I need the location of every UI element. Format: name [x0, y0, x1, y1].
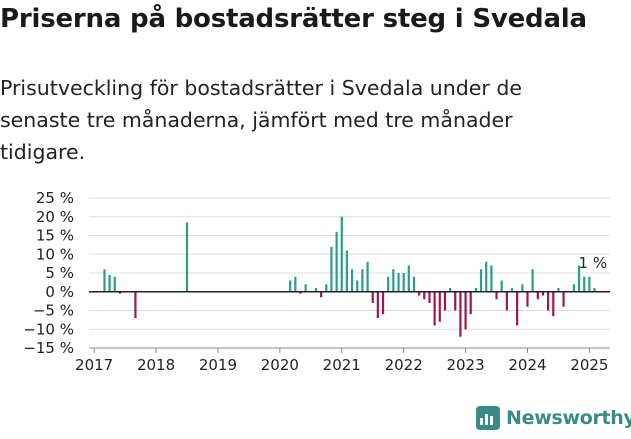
- bar: [341, 217, 343, 292]
- bar: [114, 277, 116, 292]
- bar: [583, 277, 585, 292]
- bar: [382, 292, 384, 315]
- bar: [397, 273, 399, 292]
- bar: [325, 284, 327, 292]
- bar: [485, 262, 487, 292]
- bar: [423, 292, 425, 300]
- bar-chart-logo-icon: [476, 406, 500, 430]
- bar: [186, 222, 188, 291]
- bar: [506, 292, 508, 311]
- y-axis-labels: −15 %−10 %−5 %0 %5 %10 %15 %20 %25 %: [23, 189, 74, 357]
- bar: [573, 284, 575, 292]
- bar: [588, 277, 590, 292]
- bar: [387, 277, 389, 292]
- bar: [377, 292, 379, 318]
- brand-name: Newsworthy: [506, 407, 631, 429]
- bar: [289, 281, 291, 292]
- bar: [459, 292, 461, 337]
- bar: [366, 262, 368, 292]
- annotations: 1 %: [579, 254, 608, 272]
- bar: [305, 284, 307, 292]
- bar: [320, 292, 322, 298]
- bar: [434, 292, 436, 326]
- y-tick-label: 5 %: [45, 264, 74, 282]
- bar: [413, 277, 415, 292]
- bar: [495, 292, 497, 300]
- newsworthy-brand: Newsworthy: [476, 406, 631, 430]
- y-tick-label: −10 %: [23, 320, 74, 338]
- x-tick-label: 2019: [199, 356, 237, 374]
- bar: [361, 269, 363, 292]
- bar: [454, 292, 456, 311]
- bar: [294, 277, 296, 292]
- bar: [439, 292, 441, 322]
- y-tick-label: 0 %: [45, 283, 74, 301]
- bar: [537, 292, 539, 300]
- chart-title: Priserna på bostadsrätter steg i Svedala: [0, 4, 631, 34]
- bar: [444, 292, 446, 311]
- y-tick-label: 15 %: [36, 227, 74, 245]
- bar: [109, 275, 111, 292]
- bar: [403, 273, 405, 292]
- x-tick-label: 2022: [385, 356, 423, 374]
- bar: [134, 292, 136, 318]
- y-tick-label: −5 %: [33, 302, 74, 320]
- bar: [372, 292, 374, 303]
- bar: [547, 292, 549, 311]
- bar: [330, 247, 332, 292]
- y-tick-label: 25 %: [36, 189, 74, 207]
- x-tick-label: 2017: [75, 356, 113, 374]
- x-tick-label: 2023: [446, 356, 484, 374]
- y-tick-label: 20 %: [36, 208, 74, 226]
- y-tick-label: −15 %: [23, 339, 74, 357]
- x-tick-label: 2024: [508, 356, 546, 374]
- bar: [562, 292, 564, 307]
- bar: [526, 292, 528, 307]
- bar: [552, 292, 554, 316]
- bar: [480, 269, 482, 292]
- annotation-label: 1 %: [579, 254, 608, 272]
- bars: [103, 217, 595, 337]
- x-tick-label: 2025: [570, 356, 608, 374]
- bar: [490, 266, 492, 292]
- bar: [392, 269, 394, 292]
- x-tick-label: 2020: [261, 356, 299, 374]
- x-tick-label: 2021: [323, 356, 361, 374]
- bar-chart: 2017 2018 2019 2020 2021 2022 2023 2024 2025 −15…: [0, 180, 631, 390]
- chart-subtitle: Prisutveckling för bostadsrätter i Sveda…: [0, 72, 600, 168]
- bar: [516, 292, 518, 326]
- bar: [464, 292, 466, 330]
- bar: [351, 269, 353, 292]
- bar: [521, 284, 523, 292]
- bar: [470, 292, 472, 315]
- bar: [501, 281, 503, 292]
- bar: [532, 269, 534, 292]
- bar: [428, 292, 430, 303]
- bar: [336, 232, 338, 292]
- bar: [356, 281, 358, 292]
- y-tick-label: 10 %: [36, 245, 74, 263]
- bar: [408, 266, 410, 292]
- x-tick-label: 2018: [137, 356, 175, 374]
- x-axis: 2017 2018 2019 2020 2021 2022 2023 2024 2025: [75, 292, 610, 374]
- bar: [346, 251, 348, 292]
- bar: [103, 269, 105, 292]
